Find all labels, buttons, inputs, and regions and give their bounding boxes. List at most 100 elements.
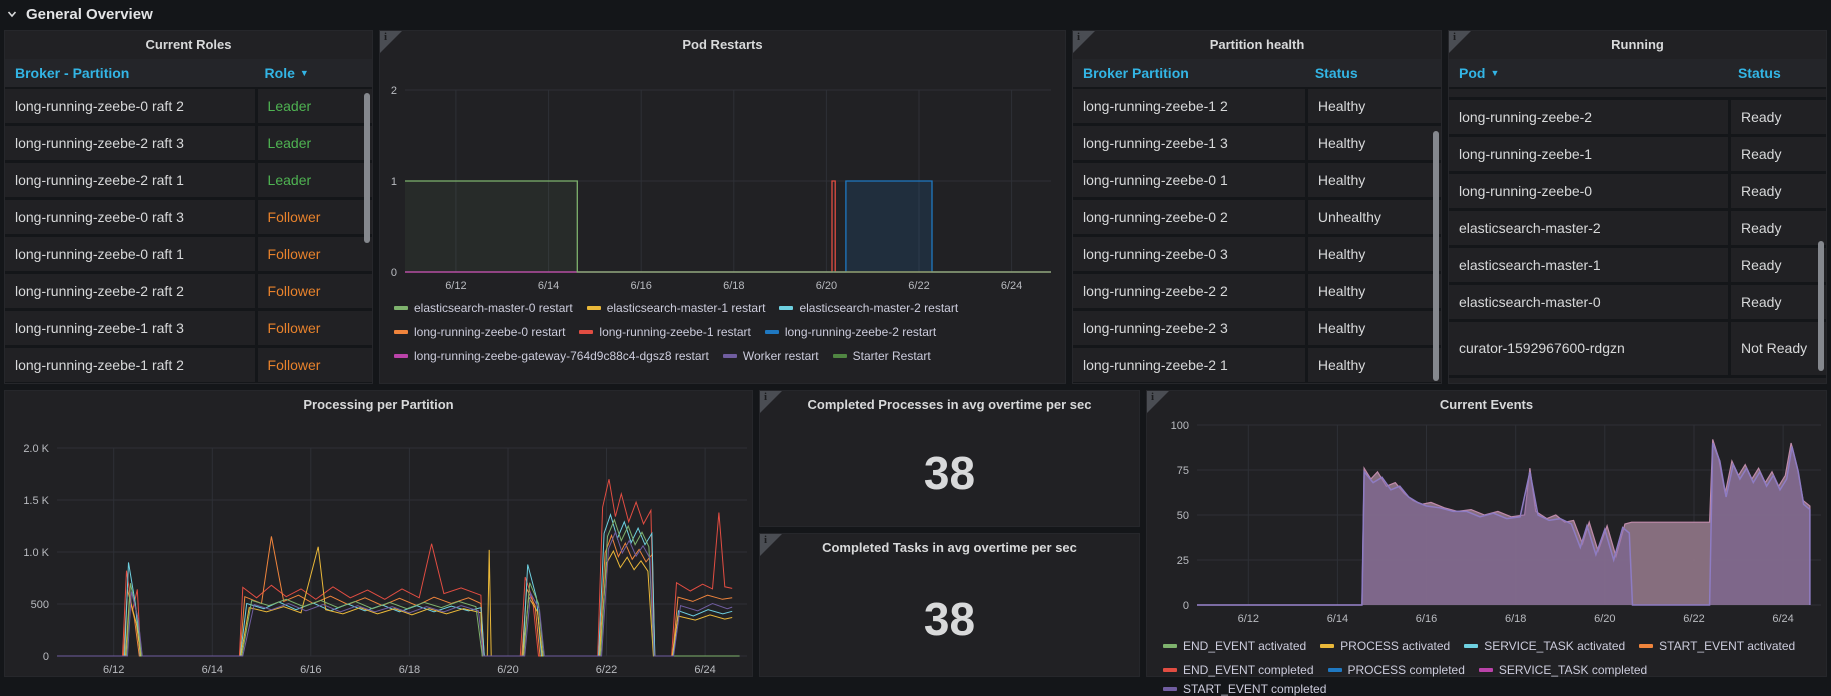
- panel-title[interactable]: Partition health: [1209, 37, 1305, 52]
- table-cell: long-running-zeebe-2 3: [1083, 319, 1228, 336]
- info-icon[interactable]: i: [760, 534, 782, 556]
- legend-item[interactable]: END_EVENT activated: [1163, 639, 1306, 653]
- series: [1197, 439, 1811, 606]
- panel-title[interactable]: Completed Processes in avg overtime per …: [807, 397, 1092, 412]
- table-row: elasticsearch-master-2 Ready: [1449, 211, 1826, 248]
- table-cell: long-running-zeebe-0: [1459, 182, 1593, 199]
- panel-title[interactable]: Current Events: [1439, 397, 1534, 412]
- svg-text:1.0 K: 1.0 K: [23, 547, 49, 559]
- legend-item[interactable]: Worker restart: [722, 349, 819, 363]
- table-cell: Ready: [1727, 211, 1826, 245]
- panel-title[interactable]: Pod Restarts: [682, 37, 763, 52]
- table-cell: long-running-zeebe-2 2: [1083, 282, 1228, 299]
- legend-label: long-running-zeebe-gateway-764d9c88c4-dg…: [414, 349, 709, 363]
- table-cell: long-running-zeebe-2 raft 1: [15, 171, 184, 188]
- svg-text:50: 50: [1177, 510, 1189, 522]
- svg-text:6/14: 6/14: [202, 664, 223, 676]
- column-header[interactable]: Status: [1737, 65, 1781, 81]
- panel-title[interactable]: Running: [1611, 37, 1664, 52]
- scrollbar-thumb[interactable]: [1433, 131, 1439, 381]
- legend-item[interactable]: elasticsearch-master-0 restart: [394, 301, 573, 315]
- column-header[interactable]: Broker - Partition: [15, 65, 130, 81]
- svg-text:100: 100: [1171, 420, 1189, 432]
- legend-item[interactable]: END_EVENT completed: [1163, 663, 1314, 677]
- legend-color-dash: [722, 354, 737, 358]
- legend-color-dash: [779, 306, 794, 310]
- legend-item[interactable]: elasticsearch-master-1 restart: [586, 301, 765, 315]
- scrollbar-thumb[interactable]: [364, 93, 370, 243]
- legend-color-dash: [1327, 668, 1342, 672]
- table-row: curator-1592967600-rdgzn Not Ready: [1449, 322, 1826, 378]
- table-cell: long-running-zeebe-1 3: [1083, 134, 1228, 151]
- table-row: elasticsearch-master-0 Ready: [1449, 285, 1826, 322]
- table-cell: long-running-zeebe-1 2: [1083, 97, 1228, 114]
- series: [405, 180, 1051, 273]
- axis-labels: 6/12 6/14 6/16 6/18 6/20 6/22 6/24 0 500 1.0 K 1.5…: [23, 443, 715, 676]
- panel-title[interactable]: Completed Tasks in avg overtime per sec: [822, 540, 1077, 555]
- current-roles-table: Broker - Partition Role ▼ long-running-zeeb…: [5, 59, 372, 383]
- legend-item[interactable]: SERVICE_TASK completed: [1478, 663, 1648, 677]
- table-row: long-running-zeebe-0 Ready: [1449, 174, 1826, 211]
- sort-caret-icon: ▼: [1490, 68, 1500, 78]
- table-cell: long-running-zeebe-1 raft 3: [15, 319, 184, 336]
- legend-item[interactable]: SERVICE_TASK activated: [1464, 639, 1625, 653]
- table-row: long-running-zeebe-1 raft 3 Follower: [5, 311, 372, 348]
- legend-item[interactable]: long-running-zeebe-gateway-764d9c88c4-dg…: [394, 349, 709, 363]
- table-cell: Not Ready: [1727, 322, 1826, 375]
- info-icon[interactable]: i: [1449, 31, 1471, 53]
- svg-text:6/22: 6/22: [908, 280, 929, 292]
- table-row: long-running-zeebe-2 3 Healthy: [1073, 311, 1441, 348]
- scrollbar-thumb[interactable]: [1818, 241, 1824, 371]
- column-header[interactable]: Role ▼: [264, 65, 309, 81]
- table-cell: elasticsearch-master-0: [1459, 293, 1601, 310]
- table-cell: Healthy: [1304, 126, 1441, 160]
- legend-item[interactable]: PROCESS completed: [1327, 663, 1465, 677]
- legend-label: SERVICE_TASK activated: [1484, 639, 1626, 653]
- legend-label: END_EVENT completed: [1183, 663, 1314, 677]
- panel-title[interactable]: Current Roles: [145, 37, 232, 52]
- legend-item[interactable]: START_EVENT activated: [1639, 639, 1795, 653]
- column-header[interactable]: Broker Partition: [1083, 65, 1189, 81]
- column-header[interactable]: Pod ▼: [1459, 65, 1500, 81]
- info-icon[interactable]: i: [380, 31, 402, 53]
- table-cell: long-running-zeebe-2 raft 3: [15, 134, 184, 151]
- legend-label: SERVICE_TASK completed: [1498, 663, 1648, 677]
- svg-text:6/22: 6/22: [1683, 613, 1704, 625]
- legend-item[interactable]: long-running-zeebe-2 restart: [764, 325, 936, 339]
- grid: [57, 447, 747, 657]
- panel-processing-per-partition: Processing per Partition 6/12 6/14 6/16 6/1…: [4, 390, 753, 677]
- table-row: elasticsearch-master-1 Ready: [1449, 248, 1826, 285]
- table-row: long-running-zeebe-2 Ready: [1449, 100, 1826, 137]
- legend-label: elasticsearch-master-0 restart: [414, 301, 573, 315]
- axis-labels: 6/12 6/14 6/16 6/18 6/20 6/22 6/24 0 1 2: [391, 85, 1022, 292]
- axis-labels: 6/12 6/14 6/16 6/18 6/20 6/22 6/24 0 25 50 75 100: [1171, 420, 1794, 625]
- legend-label: START_EVENT activated: [1659, 639, 1796, 653]
- table-cell: Healthy: [1304, 237, 1441, 271]
- column-header[interactable]: Status: [1314, 65, 1358, 81]
- legend-item[interactable]: elasticsearch-master-2 restart: [779, 301, 958, 315]
- legend-item[interactable]: long-running-zeebe-0 restart: [394, 325, 565, 339]
- table-cell: curator-1592967600-rdgzn: [1459, 340, 1625, 356]
- series-line: [57, 512, 733, 657]
- legend-label: START_EVENT completed: [1183, 682, 1327, 696]
- legend-label: Worker restart: [742, 349, 819, 363]
- table-cell: Follower: [254, 200, 372, 234]
- legend-item[interactable]: long-running-zeebe-1 restart: [579, 325, 751, 339]
- info-icon[interactable]: i: [1147, 391, 1169, 413]
- svg-text:6/16: 6/16: [1416, 613, 1437, 625]
- legend-label: long-running-zeebe-1 restart: [599, 325, 751, 339]
- table-cell: Healthy: [1304, 163, 1441, 197]
- panel-title[interactable]: Processing per Partition: [303, 397, 454, 412]
- dashboard-row-header[interactable]: General Overview: [6, 3, 153, 25]
- legend-color-dash: [1478, 668, 1493, 672]
- legend-item[interactable]: START_EVENT completed: [1163, 682, 1326, 696]
- legend-color-dash: [586, 306, 601, 310]
- info-icon[interactable]: i: [760, 391, 782, 413]
- info-icon[interactable]: i: [1073, 31, 1095, 53]
- svg-text:6/12: 6/12: [103, 664, 124, 676]
- legend-item[interactable]: Starter Restart: [832, 349, 931, 363]
- chevron-down-icon: [7, 11, 17, 18]
- svg-text:6/12: 6/12: [445, 280, 466, 292]
- legend-item[interactable]: PROCESS activated: [1320, 639, 1450, 653]
- current-events-chart: 6/12 6/14 6/16 6/18 6/20 6/22 6/24 0 25 50 75 100: [1171, 420, 1821, 625]
